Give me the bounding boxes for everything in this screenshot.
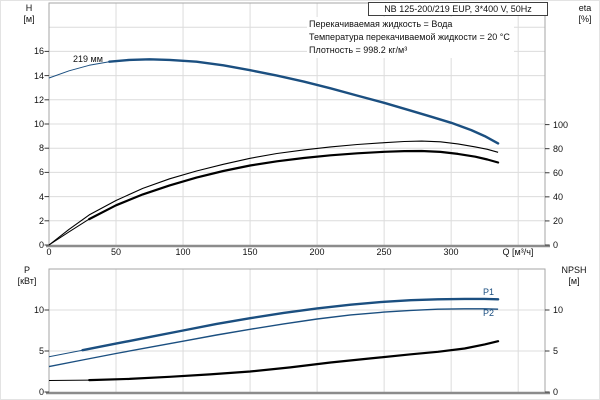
npsh-axis-label-symbol: NPSH [561,265,587,275]
P1-curve [81,297,500,352]
power_npsh-yleft-tick: 5 [38,346,44,356]
head_efficiency-x-tick: 100 [175,247,191,257]
liquid-info: Перекачиваемая жидкость = Вода [309,19,453,29]
head_efficiency-yright-tick: 80 [553,144,564,154]
temperature-info: Температура перекачиваемой жидкости = 20… [309,32,510,42]
p-axis-label-symbol: P [23,265,30,275]
density-info: Плотность = 998.2 кг/м³ [309,45,408,55]
npsh-axis-label: NPSH [м] [551,265,597,287]
P2-curve [48,308,499,368]
power_npsh-yright-tick: 5 [553,346,559,356]
head_efficiency-x-tick: 300 [443,247,459,257]
head-curve-219mm-curve [108,58,500,145]
head_efficiency-x-tick: 0 [46,247,52,257]
head_efficiency-yleft-tick: 0 [38,240,44,250]
power_npsh-yleft-tick: 10 [33,305,44,315]
head_efficiency-yleft-tick: 8 [38,143,44,153]
pump-title-box: NB 125-200/219 EUP, 3*400 V, 50Hz [368,2,548,16]
power_npsh-plot-area [49,269,545,392]
h-axis-label-unit: [м] [23,14,35,24]
p-axis-label-unit: [кВт] [17,276,37,286]
q-axis-label: Q [м³/ч] [502,247,534,257]
head_efficiency-yleft-tick: 6 [38,167,44,177]
head_efficiency-yleft-tick: 4 [38,192,44,202]
p-axis-label: P [кВт] [7,265,47,287]
power_npsh-yleft-tick: 0 [38,387,44,397]
head_efficiency-x-tick: 150 [242,247,258,257]
h-axis-label-symbol: H [25,3,33,13]
head_efficiency-yright-tick: 60 [553,168,564,178]
head_efficiency-x-tick: 250 [376,247,392,257]
power_npsh-frame [48,268,546,392]
head_efficiency-yright-tick: 40 [553,192,564,202]
eta-axis-label-unit: [%] [578,14,592,24]
head_efficiency-x-tick: 200 [309,247,325,257]
head_efficiency-yleft-tick: 16 [33,46,44,56]
head_efficiency-yright-tick: 100 [553,120,569,130]
p2-curve-label: P2 [483,308,495,318]
p1-curve-label: P1 [483,287,495,297]
h-axis-label: H [м] [13,3,45,25]
head_efficiency-yleft-tick: 2 [38,216,44,226]
operating-conditions: Перекачиваемая жидкость = Вода Температу… [307,17,514,58]
head_efficiency-yleft-tick: 14 [33,71,44,81]
head_efficiency-yright-tick: 20 [553,216,564,226]
impeller-diameter-label: 219 мм [73,54,103,64]
eta-pump-motor-curve [88,149,500,221]
npsh-axis-label-unit: [м] [568,276,580,286]
NPSH-curve [88,340,500,382]
power_npsh-yright-tick: 10 [553,305,564,315]
head_efficiency-x-tick: 50 [110,247,121,257]
eta-axis-label: eta [%] [570,3,599,25]
eta-pump-curve [48,140,499,246]
eta-axis-label-symbol: eta [578,3,592,13]
head_efficiency-yleft-tick: 10 [33,119,44,129]
power_npsh-yright-tick: 0 [553,387,559,397]
head_efficiency-yleft-tick: 12 [33,95,44,105]
head_efficiency-yright-tick: 0 [553,240,559,250]
